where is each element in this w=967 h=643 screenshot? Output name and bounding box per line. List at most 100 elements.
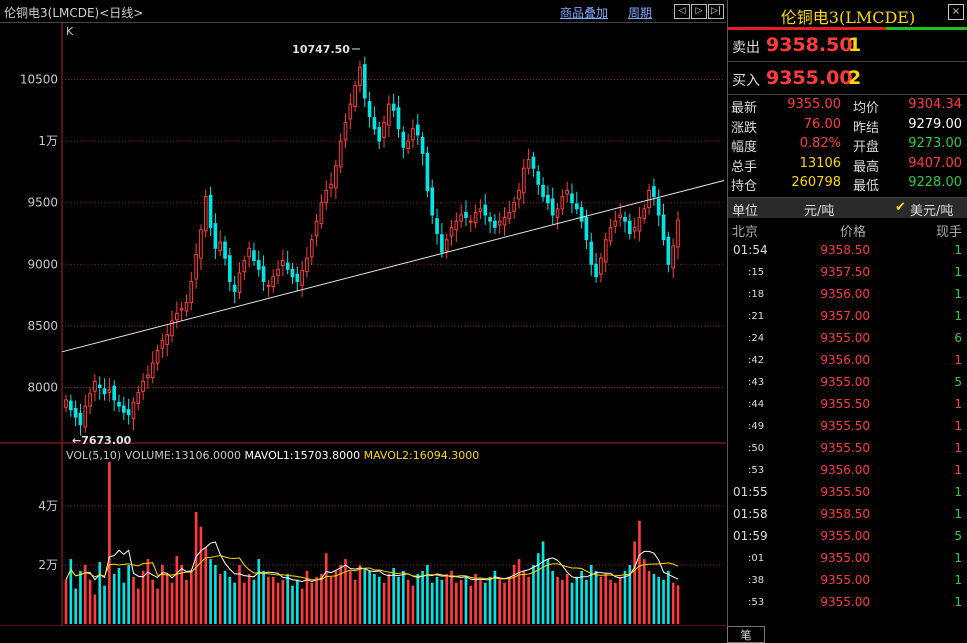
candle: [199, 229, 203, 259]
tick-volume: 6: [954, 331, 962, 345]
volume-bar: [561, 579, 564, 624]
candle: [141, 380, 145, 392]
tick-price: 9355.50: [820, 485, 870, 499]
trendline: [61, 180, 725, 353]
candle: [570, 193, 574, 204]
candle: [666, 236, 671, 265]
candle: [502, 216, 507, 226]
tick-table-header: 北京 价格 现手: [728, 218, 967, 240]
stat-label: 最低: [853, 179, 880, 195]
candle: [334, 165, 338, 189]
candle: [526, 159, 531, 169]
candle: [247, 247, 251, 258]
candle: [107, 389, 112, 393]
volume-bar: [594, 570, 598, 624]
volume-bar: [614, 582, 617, 624]
tick-row: 01:59 9355.00 5: [728, 525, 967, 547]
bid-row: 买入 9355.00 2: [728, 62, 967, 95]
nav-prev-button[interactable]: ◁: [674, 4, 690, 19]
volume-bar: [218, 573, 222, 624]
tick-row: :43 9355.00 5: [728, 371, 967, 393]
tick-price: 9356.00: [820, 353, 870, 367]
stat-value: 9273.00: [908, 136, 962, 152]
candle: [256, 260, 261, 270]
candle: [411, 128, 415, 141]
volume-bar: [532, 565, 535, 624]
tick-time: :15: [748, 267, 765, 278]
volume-bar: [585, 579, 588, 624]
volume-bar: [570, 582, 574, 624]
candle: [599, 257, 603, 275]
volume-bar: [136, 588, 140, 624]
candle: [276, 268, 280, 276]
volume-bar: [180, 565, 183, 624]
candle: [555, 208, 560, 218]
volume-bar: [377, 576, 381, 624]
volume-bar: [464, 576, 468, 624]
volume-bar: [103, 585, 106, 624]
period-link[interactable]: 周期: [628, 6, 653, 20]
min-price-label: ←7673.00: [72, 434, 132, 447]
volume-bar: [339, 565, 343, 624]
kline-chart[interactable]: 8000 8500 9000 9500 1万 10500 K 2万 4万 10747.50 ←767…: [0, 22, 726, 641]
stat-value: 13106: [799, 155, 841, 171]
volume-bar: [401, 570, 405, 624]
tick-price: 9356.00: [820, 287, 870, 301]
volume-bar: [310, 582, 314, 624]
volume-bar: [493, 570, 497, 624]
tick-time: :18: [748, 289, 765, 300]
tick-time: :01: [748, 553, 765, 564]
candle: [184, 302, 189, 312]
volume-bar: [305, 570, 309, 624]
stat-value: 9355.00: [787, 97, 841, 112]
tick-time: :53: [748, 597, 765, 608]
volume-bar: [189, 570, 193, 624]
tick-row: 01:55 9355.50 1: [728, 481, 967, 503]
candle: [647, 189, 651, 209]
volume-bar: [165, 573, 169, 624]
candle: [126, 409, 131, 416]
volume-bar: [344, 559, 347, 624]
volume-bar: [185, 579, 188, 624]
stat-label: 总手: [731, 159, 758, 175]
tick-time: :50: [748, 443, 765, 454]
unit-usd-option[interactable]: 美元/吨: [910, 204, 954, 219]
nav-next-button[interactable]: ▷: [691, 4, 707, 19]
candle: [517, 189, 521, 200]
volume-bar: [541, 541, 545, 624]
volume-bar: [647, 570, 651, 624]
candle: [488, 216, 492, 222]
tab-ticks[interactable]: 笔: [727, 626, 765, 643]
candle: [637, 216, 642, 232]
price-tick-label: 1万: [38, 134, 58, 148]
volume-bar: [421, 570, 424, 624]
volume-bar: [416, 573, 420, 624]
candle: [565, 189, 569, 195]
volume-bar: [238, 565, 241, 624]
unit-cny-option[interactable]: 元/吨: [804, 204, 835, 219]
nav-end-button[interactable]: ▷|: [708, 4, 724, 19]
candle: [574, 203, 579, 210]
candle: [627, 220, 632, 234]
candle: [632, 226, 637, 232]
tick-time: :43: [748, 377, 765, 388]
tick-volume: 5: [954, 375, 962, 389]
volume-bar: [363, 567, 367, 624]
volume-bar: [233, 582, 236, 624]
volume-bar: [382, 582, 386, 624]
volume-bar: [74, 588, 77, 624]
volume-bar: [488, 576, 492, 624]
close-icon[interactable]: ×: [948, 4, 964, 20]
candle: [242, 260, 247, 273]
candle: [131, 401, 136, 419]
candle: [358, 66, 362, 87]
candle: [560, 196, 565, 210]
candle: [160, 340, 165, 349]
volume-bar: [156, 588, 159, 624]
overlay-commodity-link[interactable]: 商品叠加: [560, 6, 609, 20]
volume-bar: [112, 573, 116, 624]
candle: [391, 103, 396, 111]
tick-list[interactable]: 01:54 9358.50 1:15 9357.50 1:18 9356.00 1:21 93…: [728, 239, 967, 613]
volume-bar: [373, 573, 376, 624]
candle: [406, 140, 410, 149]
